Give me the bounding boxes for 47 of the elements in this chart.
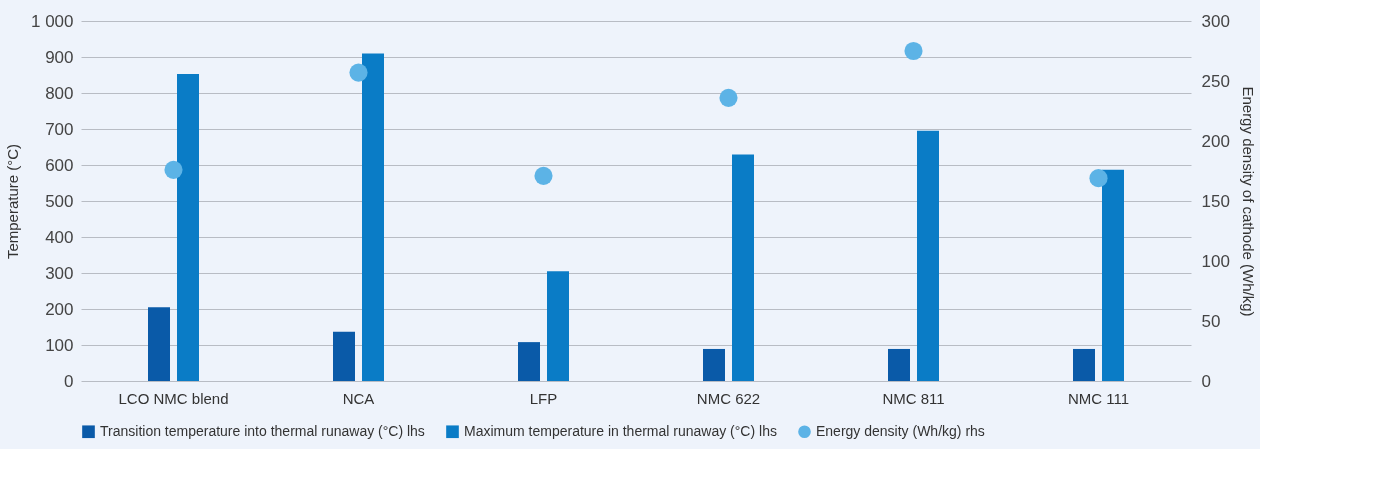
y-tick-label: 200 <box>45 299 74 319</box>
y-tick-label: 900 <box>45 47 74 67</box>
bar <box>703 348 725 381</box>
bar <box>333 331 355 381</box>
point <box>1089 169 1108 188</box>
bar <box>177 73 199 381</box>
x-tick-label: LCO NMC blend <box>118 389 229 407</box>
y2-axis-title: Energy density of cathode (Wh/kg) <box>1239 86 1257 317</box>
y-tick-label: 600 <box>45 155 74 175</box>
bar <box>917 130 939 381</box>
y2-tick-label: 250 <box>1201 71 1230 91</box>
y-tick-label: 500 <box>45 191 74 211</box>
bar <box>518 342 540 381</box>
bar <box>1102 169 1124 381</box>
bar <box>888 348 910 381</box>
point <box>904 41 923 61</box>
y-tick-label: 300 <box>45 263 74 283</box>
point <box>164 160 183 179</box>
point <box>719 88 738 107</box>
bar <box>1073 348 1095 381</box>
y-tick-label: 800 <box>45 83 74 103</box>
bar <box>547 271 569 381</box>
legend-label: Maximum temperature in thermal runaway (°C) lhs <box>464 422 777 439</box>
legend-label: Transition temperature into thermal runaway (°C) lhs <box>100 422 425 439</box>
y2-tick-label: 200 <box>1201 131 1230 151</box>
point <box>349 63 368 82</box>
y-tick-label: 1 000 <box>30 11 74 31</box>
y2-tick-label: 100 <box>1201 251 1230 271</box>
y-tick-label: 0 <box>64 371 74 391</box>
x-tick-label: NMC 111 <box>1067 389 1130 407</box>
bar <box>362 53 384 381</box>
point <box>534 166 553 185</box>
bar <box>732 154 754 381</box>
y-tick-label: 400 <box>45 227 74 247</box>
legend-label: Energy density (Wh/kg) rhs <box>816 422 985 439</box>
y-tick-label: 700 <box>45 119 74 139</box>
x-tick-label: NMC 811 <box>882 389 945 407</box>
y2-tick-label: 0 <box>1201 371 1211 391</box>
x-tick-label: NCA <box>342 389 375 407</box>
y2-tick-label: 50 <box>1201 311 1221 331</box>
x-tick-label: LFP <box>529 389 558 407</box>
bar <box>148 307 170 381</box>
y-axis-title: Temperature (°C) <box>3 143 21 260</box>
x-tick-label: NMC 622 <box>696 389 761 407</box>
y2-tick-label: 150 <box>1201 191 1230 211</box>
y-tick-label: 100 <box>45 335 74 355</box>
y2-tick-label: 300 <box>1201 11 1230 31</box>
